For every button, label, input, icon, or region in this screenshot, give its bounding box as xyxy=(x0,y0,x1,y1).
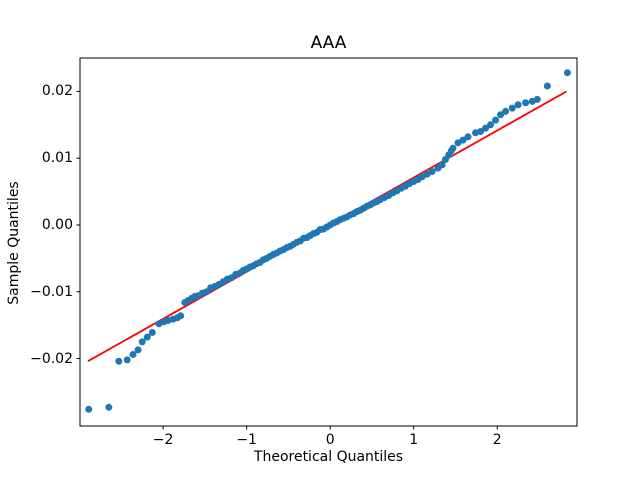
data-point xyxy=(148,328,156,336)
data-point xyxy=(129,351,137,359)
data-point xyxy=(428,168,436,176)
data-point xyxy=(492,116,500,124)
data-point xyxy=(487,121,495,129)
x-tick-label: 2 xyxy=(492,432,502,448)
scatter-points xyxy=(85,69,571,413)
tick-marks xyxy=(76,90,498,430)
data-point xyxy=(105,403,113,411)
data-point xyxy=(464,133,472,141)
x-tick-label: −1 xyxy=(236,432,257,448)
axes-frame xyxy=(79,57,578,427)
data-point xyxy=(438,161,446,169)
y-tick-label: −0.02 xyxy=(30,350,73,367)
data-point xyxy=(502,107,510,115)
data-point xyxy=(543,82,551,90)
x-tick-label: −2 xyxy=(152,432,174,448)
data-point xyxy=(177,312,185,320)
data-point xyxy=(533,95,541,103)
data-point xyxy=(522,99,530,107)
y-tick-label: 0.00 xyxy=(41,216,73,233)
data-point xyxy=(115,357,123,365)
data-point xyxy=(497,111,505,119)
data-point xyxy=(477,127,485,135)
x-tick-label: 0 xyxy=(325,432,335,448)
y-axis-label: Sample Quantiles xyxy=(6,181,22,305)
data-point xyxy=(449,144,457,152)
data-point xyxy=(134,346,142,354)
y-tick-label: 0.01 xyxy=(41,150,73,167)
y-tick-label: 0.02 xyxy=(41,83,73,100)
y-tick-label: −0.01 xyxy=(30,283,73,300)
data-point xyxy=(143,333,151,341)
x-axis-label: Theoretical Quantiles xyxy=(253,449,404,465)
data-point xyxy=(508,104,516,112)
data-point xyxy=(459,136,467,144)
data-point xyxy=(563,69,571,77)
data-point xyxy=(482,124,490,132)
data-point xyxy=(138,338,146,346)
data-point xyxy=(85,405,93,413)
data-point xyxy=(123,356,131,364)
chart-title: AAA xyxy=(310,33,347,53)
data-point xyxy=(514,101,522,109)
x-tick-label: 1 xyxy=(409,432,419,448)
